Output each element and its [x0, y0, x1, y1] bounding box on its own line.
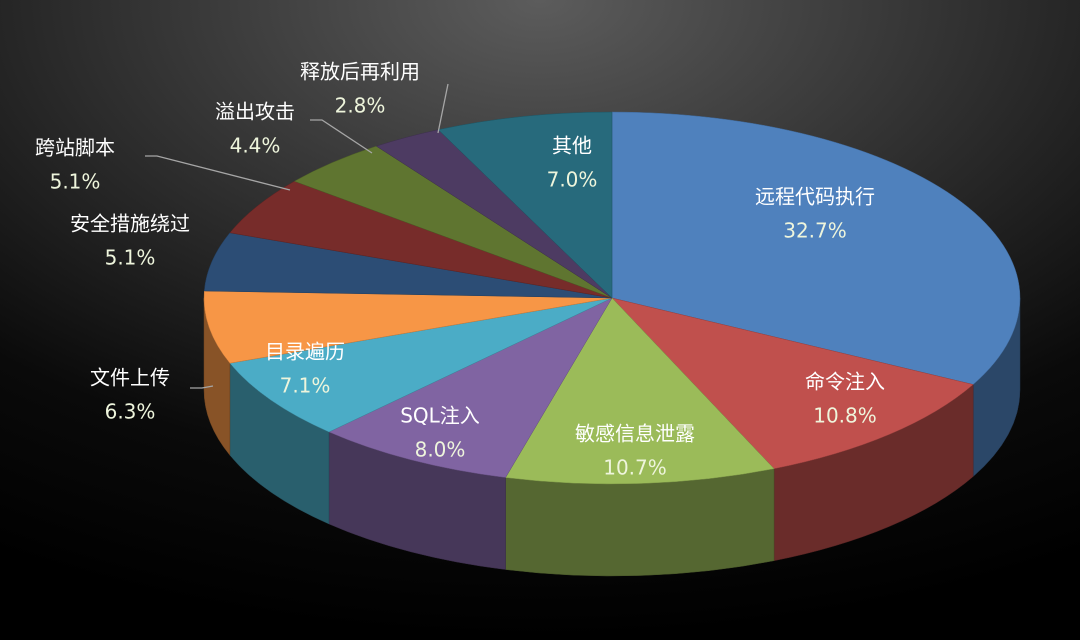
slice — [229, 297, 613, 433]
category-label: 跨站脚本 — [35, 136, 115, 160]
category-label: 命令注入 — [805, 370, 885, 394]
category-label: 敏感信息泄露 — [575, 422, 695, 446]
data-labels: 远程代码执行 32.7% 命令注入 10.8% 敏感信息泄露 10.7% SQL注入 8.0%… — [35, 60, 885, 480]
leader-line — [437, 83, 449, 134]
slice — [611, 111, 1021, 385]
pie-sides — [203, 297, 1021, 577]
value-label: 10.7% — [603, 456, 667, 480]
value-label: 8.0% — [415, 438, 466, 462]
slice — [203, 290, 613, 364]
leader-line — [310, 119, 373, 154]
slice — [505, 297, 775, 485]
value-label: 5.1% — [105, 246, 156, 270]
category-label: 安全措施绕过 — [70, 212, 190, 236]
slice — [437, 111, 613, 299]
leader-line — [190, 385, 214, 389]
value-label: 4.4% — [230, 134, 281, 158]
category-label: 目录遍历 — [265, 340, 345, 364]
slice — [611, 297, 974, 469]
category-label: 远程代码执行 — [755, 185, 875, 209]
category-label: 文件上传 — [90, 366, 170, 390]
category-label: 释放后再利用 — [300, 60, 420, 84]
slice-side — [505, 468, 775, 577]
pie-tops — [203, 111, 1021, 485]
value-label: 32.7% — [783, 219, 847, 243]
leader-line — [145, 155, 291, 191]
value-label: 7.0% — [547, 168, 598, 192]
value-label: 5.1% — [50, 170, 101, 194]
category-label: SQL注入 — [400, 404, 480, 428]
value-label: 10.8% — [813, 404, 877, 428]
slice — [328, 297, 613, 478]
category-label: 其他 — [552, 134, 592, 158]
value-label: 7.1% — [280, 374, 331, 398]
category-label: 溢出攻击 — [215, 100, 295, 124]
value-label: 2.8% — [335, 94, 386, 118]
value-label: 6.3% — [105, 400, 156, 424]
